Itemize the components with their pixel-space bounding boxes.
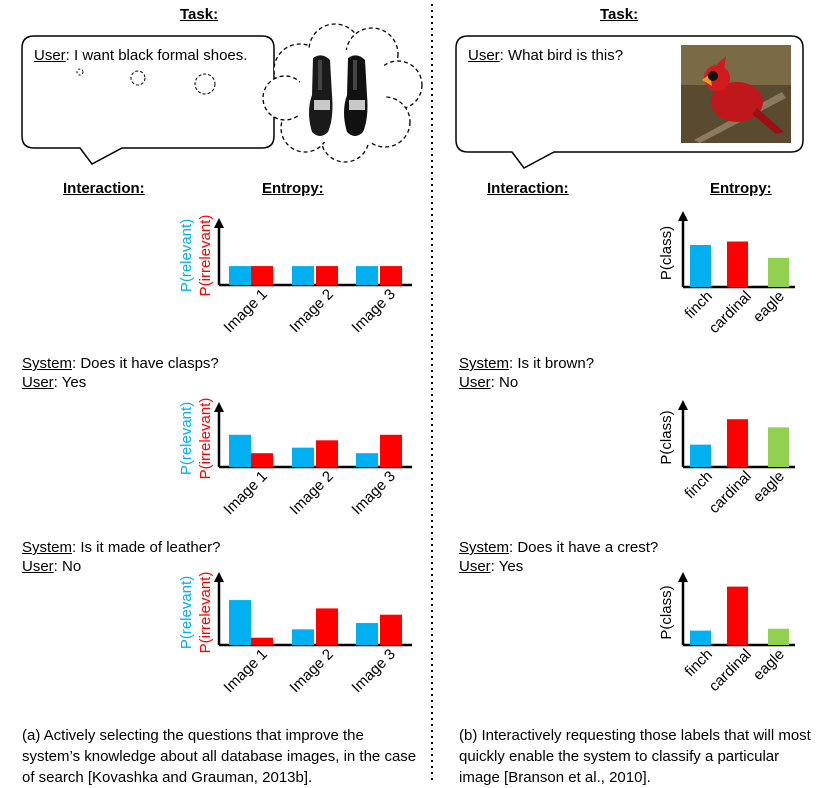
right-caption: (b) Interactively requesting those label… — [459, 727, 811, 786]
right-speech-bubble — [455, 35, 804, 169]
speaker-user: User — [459, 374, 491, 391]
user-answer: : Yes — [53, 374, 87, 391]
speaker-user: User — [468, 47, 500, 64]
system-question: : Does it have clasps? — [72, 355, 219, 372]
left-dialogue-2: System: Is it made of leather? User: No — [22, 539, 220, 575]
left-task-header: Task: — [180, 6, 219, 23]
speaker-user: User — [22, 558, 54, 575]
speaker-user: User — [34, 47, 66, 64]
task-text: : What bird is this? — [499, 47, 624, 64]
right-dialogue-2: System: Does it have a crest? User: Yes — [459, 539, 658, 575]
left-interaction-header: Interaction: — [63, 180, 145, 197]
shoes-image — [300, 50, 384, 142]
system-question: : Does it have a crest? — [509, 539, 659, 556]
user-answer: : Yes — [490, 558, 524, 575]
user-answer: : No — [53, 558, 82, 575]
thought-dots — [76, 68, 216, 95]
left-speech-bubble — [21, 23, 423, 165]
right-task-utterance: User: What bird is this? — [468, 47, 623, 64]
speaker-system: System — [459, 539, 510, 556]
system-question: : Is it made of leather? — [72, 539, 221, 556]
right-entropy-header: Entropy: — [710, 180, 772, 197]
left-entropy-header: Entropy: — [262, 180, 324, 197]
left-dialogue-1: System: Does it have clasps? User: Yes — [22, 355, 219, 391]
task-text: : I want black formal shoes. — [65, 47, 248, 64]
left-caption: (a) Actively selecting the questions tha… — [22, 727, 417, 786]
speaker-system: System — [22, 355, 73, 372]
speaker-system: System — [459, 355, 510, 372]
right-dialogue-1: System: Is it brown? User: No — [459, 355, 594, 391]
right-task-header: Task: — [600, 6, 639, 23]
speaker-user: User — [22, 374, 54, 391]
system-question: : Is it brown? — [509, 355, 595, 372]
right-interaction-header: Interaction: — [487, 180, 569, 197]
left-task-utterance: User: I want black formal shoes. — [34, 47, 247, 64]
speaker-system: System — [22, 539, 73, 556]
user-answer: : No — [490, 374, 519, 391]
cardinal-photo — [681, 45, 791, 143]
speaker-user: User — [459, 558, 491, 575]
